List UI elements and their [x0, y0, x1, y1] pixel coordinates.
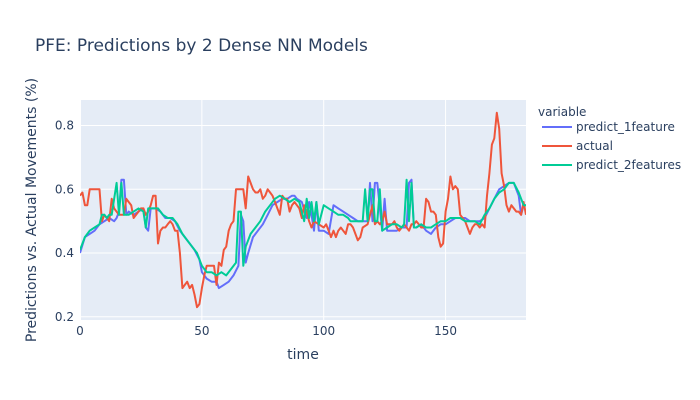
y-axis-title: Predictions vs. Actual Movements (%) — [24, 78, 40, 342]
legend-item-predict_2features[interactable]: predict_2features — [542, 158, 681, 172]
legend-label: predict_1feature — [576, 120, 675, 134]
legend-label: actual — [576, 139, 613, 153]
y-tick-label: 0.2 — [55, 310, 74, 324]
y-tick-label: 0.4 — [55, 246, 74, 260]
axis-ticks: 0 50 100 150 0.2 0.4 0.6 0.8 — [55, 119, 457, 338]
legend-label: predict_2features — [576, 158, 681, 172]
chart-title: PFE: Predictions by 2 Dense NN Models — [35, 36, 368, 56]
y-tick-label: 0.8 — [55, 119, 74, 133]
series-lines — [80, 111, 526, 309]
x-tick-label: 150 — [434, 324, 457, 338]
series-line-predict_2features[interactable] — [80, 178, 526, 277]
legend-item-predict_1feature[interactable]: predict_1feature — [542, 120, 675, 134]
x-tick-label: 0 — [76, 324, 84, 338]
x-tick-label: 100 — [312, 324, 335, 338]
y-tick-label: 0.6 — [55, 182, 74, 196]
legend-item-actual[interactable]: actual — [542, 139, 613, 153]
legend-title: variable — [538, 105, 586, 119]
x-tick-label: 50 — [194, 324, 209, 338]
x-axis-title: time — [287, 347, 319, 363]
